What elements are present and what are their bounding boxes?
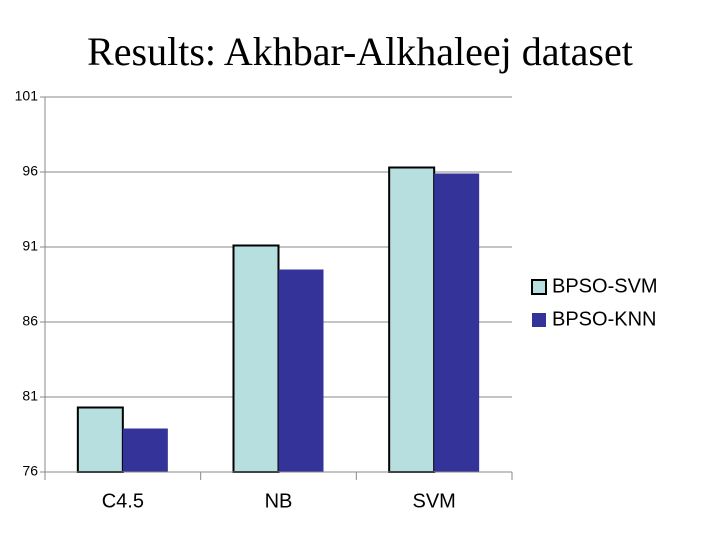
legend-label: BPSO-SVM (552, 275, 658, 297)
bar (434, 173, 480, 472)
y-tick-label: 81 (22, 388, 38, 404)
y-tick-label: 96 (22, 163, 38, 179)
x-tick-label: SVM (412, 490, 455, 512)
legend-label: BPSO-KNN (552, 308, 656, 330)
y-tick-label: 91 (22, 238, 38, 254)
bar (76, 406, 124, 473)
x-tick-label: C4.5 (102, 490, 144, 512)
y-tick-label: 86 (22, 313, 38, 329)
bar (278, 269, 324, 472)
bar (388, 166, 436, 473)
legend-swatch (532, 313, 546, 327)
bar (232, 244, 280, 473)
legend-swatch (531, 279, 547, 295)
bar (122, 428, 168, 472)
y-tick-label: 76 (22, 463, 38, 479)
chart-title: Results: Akhbar-Alkhaleej dataset (87, 29, 633, 74)
x-tick-label: NB (265, 490, 293, 512)
y-tick-label: 101 (15, 88, 39, 104)
